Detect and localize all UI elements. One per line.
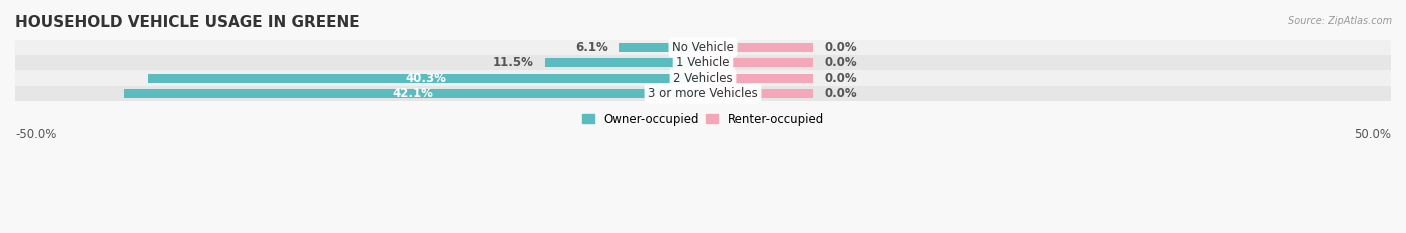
Bar	[15, 55, 1391, 70]
Text: No Vehicle: No Vehicle	[672, 41, 734, 54]
Text: 11.5%: 11.5%	[494, 56, 534, 69]
Bar	[703, 58, 813, 67]
Bar	[124, 89, 703, 98]
Text: 3 or more Vehicles: 3 or more Vehicles	[648, 87, 758, 100]
Bar	[149, 74, 703, 82]
Bar	[703, 74, 813, 82]
Text: 2 Vehicles: 2 Vehicles	[673, 72, 733, 85]
Legend: Owner-occupied, Renter-occupied: Owner-occupied, Renter-occupied	[578, 108, 828, 130]
Bar	[619, 43, 703, 52]
Text: HOUSEHOLD VEHICLE USAGE IN GREENE: HOUSEHOLD VEHICLE USAGE IN GREENE	[15, 15, 360, 30]
Text: 50.0%: 50.0%	[1354, 128, 1391, 141]
Bar	[544, 58, 703, 67]
Text: 0.0%: 0.0%	[824, 72, 856, 85]
Text: 0.0%: 0.0%	[824, 41, 856, 54]
Bar	[15, 40, 1391, 55]
Bar	[703, 89, 813, 98]
Bar	[15, 70, 1391, 86]
Text: -50.0%: -50.0%	[15, 128, 56, 141]
Text: 40.3%: 40.3%	[405, 72, 446, 85]
Text: 1 Vehicle: 1 Vehicle	[676, 56, 730, 69]
Text: 0.0%: 0.0%	[824, 56, 856, 69]
Text: 0.0%: 0.0%	[824, 87, 856, 100]
Text: Source: ZipAtlas.com: Source: ZipAtlas.com	[1288, 16, 1392, 26]
Text: 42.1%: 42.1%	[392, 87, 434, 100]
Bar	[15, 86, 1391, 101]
Text: 6.1%: 6.1%	[575, 41, 607, 54]
Bar	[703, 43, 813, 52]
